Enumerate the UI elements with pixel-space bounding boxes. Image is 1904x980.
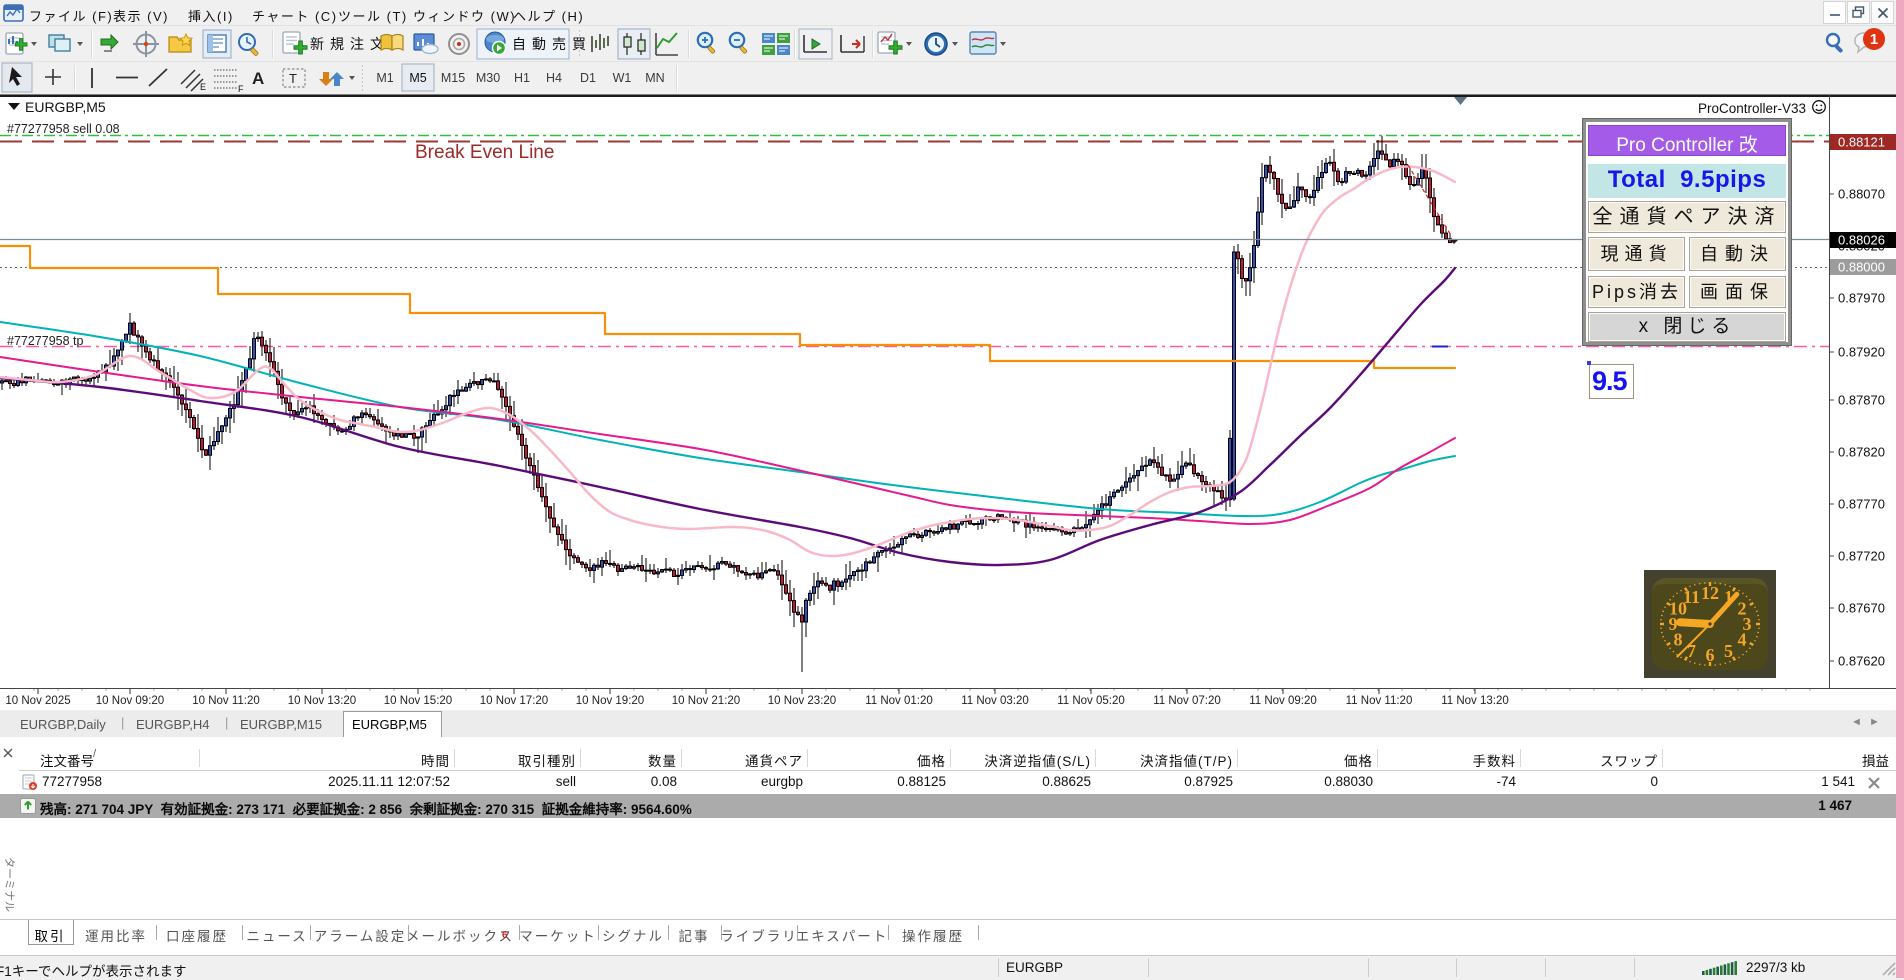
- svg-text:H1: H1: [514, 71, 530, 85]
- svg-text:0.87870: 0.87870: [1838, 393, 1885, 408]
- svg-text:A: A: [252, 69, 264, 88]
- svg-text:M30: M30: [476, 71, 500, 85]
- svg-text:5: 5: [1724, 641, 1733, 661]
- svg-text:H4: H4: [546, 71, 562, 85]
- svg-text:Break Even Line: Break Even Line: [415, 142, 554, 163]
- svg-text:11 Nov 01:20: 11 Nov 01:20: [865, 695, 933, 707]
- svg-text:ProController-V33: ProController-V33: [1698, 101, 1806, 116]
- svg-text:0.87670: 0.87670: [1838, 601, 1885, 616]
- svg-text:11 Nov 13:20: 11 Nov 13:20: [1441, 695, 1509, 707]
- svg-text:0.88026: 0.88026: [1838, 233, 1885, 248]
- svg-text:0.88070: 0.88070: [1838, 187, 1885, 202]
- svg-text:W1: W1: [613, 71, 632, 85]
- svg-text:D1: D1: [580, 71, 596, 85]
- svg-text:10 Nov 11:20: 10 Nov 11:20: [192, 695, 260, 707]
- svg-text:#77277958 sell 0.08: #77277958 sell 0.08: [7, 122, 120, 136]
- svg-text:10 Nov 09:20: 10 Nov 09:20: [96, 695, 164, 707]
- svg-text:0.87720: 0.87720: [1838, 549, 1885, 564]
- svg-text:0.87770: 0.87770: [1838, 497, 1885, 512]
- svg-text:0.87970: 0.87970: [1838, 291, 1885, 306]
- svg-text:F: F: [238, 84, 244, 94]
- svg-text:10 Nov 2025: 10 Nov 2025: [5, 695, 70, 707]
- svg-text:T: T: [289, 71, 297, 86]
- svg-text:0.88000: 0.88000: [1838, 260, 1885, 275]
- svg-text:#77277958 tp: #77277958 tp: [7, 334, 84, 348]
- svg-text:0.87820: 0.87820: [1838, 445, 1885, 460]
- svg-text:4: 4: [1738, 630, 1747, 650]
- svg-text:11 Nov 09:20: 11 Nov 09:20: [1249, 695, 1317, 707]
- svg-text:10 Nov 17:20: 10 Nov 17:20: [480, 695, 548, 707]
- svg-text:0.87620: 0.87620: [1838, 654, 1885, 669]
- svg-text:10 Nov 15:20: 10 Nov 15:20: [384, 695, 452, 707]
- svg-text:11 Nov 03:20: 11 Nov 03:20: [961, 695, 1029, 707]
- svg-text:M1: M1: [376, 71, 393, 85]
- svg-text:10 Nov 23:20: 10 Nov 23:20: [768, 695, 836, 707]
- svg-text:1: 1: [1870, 31, 1878, 48]
- svg-text:0.87920: 0.87920: [1838, 345, 1885, 360]
- svg-text:M15: M15: [441, 71, 465, 85]
- svg-text:新規注文: 新規注文: [310, 36, 390, 52]
- svg-text:M5: M5: [409, 71, 426, 85]
- svg-text:12: 12: [1701, 583, 1719, 603]
- svg-text:11 Nov 07:20: 11 Nov 07:20: [1153, 695, 1221, 707]
- svg-text:10 Nov 21:20: 10 Nov 21:20: [672, 695, 740, 707]
- svg-text:EURGBP,M5: EURGBP,M5: [25, 99, 106, 115]
- svg-text:11: 11: [1683, 587, 1700, 607]
- svg-text:E: E: [200, 82, 206, 92]
- svg-text:MN: MN: [645, 71, 664, 85]
- svg-text:0.88121: 0.88121: [1838, 135, 1885, 150]
- svg-text:10 Nov 13:20: 10 Nov 13:20: [288, 695, 356, 707]
- svg-text:10 Nov 19:20: 10 Nov 19:20: [576, 695, 644, 707]
- svg-text:11 Nov 11:20: 11 Nov 11:20: [1346, 695, 1413, 707]
- svg-text:11 Nov 05:20: 11 Nov 05:20: [1057, 695, 1125, 707]
- svg-text:6: 6: [1706, 645, 1715, 665]
